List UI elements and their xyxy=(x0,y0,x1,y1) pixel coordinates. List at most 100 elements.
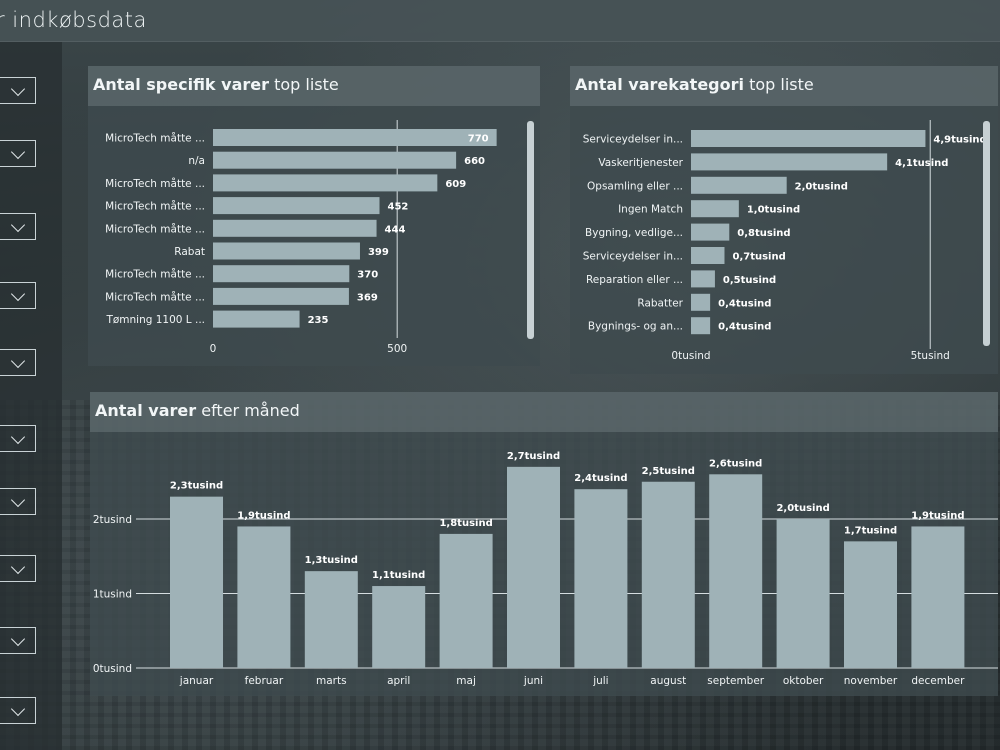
top-categories-scrollbar[interactable] xyxy=(983,121,990,346)
data-label: 660 xyxy=(464,156,485,167)
top-items-card-header: Antal specifik varer top liste xyxy=(88,66,540,106)
y-tick-label: 1tusind xyxy=(93,589,132,601)
x-tick-label: oktober xyxy=(783,675,824,687)
chevron-down-icon xyxy=(10,217,26,233)
chevron-down-icon xyxy=(10,144,26,160)
slicer-dropdown-9[interactable] xyxy=(0,627,36,654)
slicer-dropdown-6[interactable] xyxy=(0,425,36,452)
slicer-dropdown-4[interactable] xyxy=(0,282,36,309)
x-tick-label: november xyxy=(844,675,898,687)
bar xyxy=(507,466,560,668)
slicer-dropdown-2[interactable] xyxy=(0,140,36,167)
y-tick-label: 0tusind xyxy=(93,663,132,675)
category-label: Serviceydelser in... xyxy=(583,251,683,263)
data-label: 770 xyxy=(468,134,489,145)
data-label: 2,4tusind xyxy=(574,473,627,484)
slicer-dropdown-1[interactable] xyxy=(0,77,36,104)
x-tick-label: juni xyxy=(523,675,543,687)
bar xyxy=(691,176,787,194)
category-label: Rabatter xyxy=(637,297,683,309)
bar xyxy=(691,200,739,218)
bar xyxy=(844,541,897,668)
data-label: 1,9tusind xyxy=(237,510,290,521)
data-label: 0,5tusind xyxy=(723,275,776,286)
data-label: 1,1tusind xyxy=(372,570,425,581)
data-label: 452 xyxy=(387,202,408,213)
items-by-month-card: Antal varer efter måned 0tusind 1tusind 2t… xyxy=(90,392,998,696)
bar xyxy=(691,270,715,288)
chevron-down-icon xyxy=(10,701,26,717)
top-categories-card: Antal varekategori top liste 0tusind 5tus… xyxy=(570,66,998,374)
data-label: 370 xyxy=(357,270,378,281)
bar xyxy=(439,533,493,668)
bar xyxy=(776,519,830,668)
chevron-down-icon xyxy=(10,429,26,445)
category-label: MicroTech måtte ... xyxy=(105,290,205,303)
title-bold: Antal varekategori xyxy=(575,75,744,94)
data-label: 4,1tusind xyxy=(895,158,948,169)
slicer-dropdown-3[interactable] xyxy=(0,213,36,240)
category-label: MicroTech måtte ... xyxy=(105,222,205,235)
chevron-down-icon xyxy=(10,353,26,369)
bar xyxy=(574,489,628,668)
bar xyxy=(641,481,695,668)
category-label: Rabat xyxy=(174,246,205,258)
data-label: 235 xyxy=(308,315,329,326)
bar xyxy=(213,197,380,215)
slicer-dropdown-5[interactable] xyxy=(0,349,36,376)
title-bold: Antal varer xyxy=(95,401,197,420)
bar xyxy=(213,265,350,283)
x-tick-label: februar xyxy=(245,675,284,687)
items-by-month-card-header: Antal varer efter måned xyxy=(90,392,998,432)
slicer-dropdown-10[interactable] xyxy=(0,697,36,724)
category-label: Opsamling eller ... xyxy=(587,180,683,192)
bar xyxy=(709,474,763,668)
chevron-down-icon xyxy=(10,559,26,575)
data-label: 1,3tusind xyxy=(305,555,358,566)
items-by-month-column-chart: 0tusind 1tusind 2tusind 2,3tusind januar 1,9t… xyxy=(93,451,998,687)
slicer-dropdown-8[interactable] xyxy=(0,555,36,582)
title-rest: top liste xyxy=(744,75,814,94)
bar xyxy=(213,242,360,260)
bar xyxy=(691,130,926,147)
top-items-card: Antal specifik varer top liste 0 500 Micro… xyxy=(88,66,540,366)
bar xyxy=(213,174,438,192)
items-by-month-card-title: Antal varer efter måned xyxy=(95,401,300,420)
category-label: Ingen Match xyxy=(618,204,683,216)
x-tick-label: januar xyxy=(179,675,214,687)
data-label: 1,9tusind xyxy=(911,510,964,521)
data-label: 609 xyxy=(445,179,466,190)
data-label: 444 xyxy=(385,224,406,235)
data-label: 369 xyxy=(357,292,378,303)
slicer-dropdown-7[interactable] xyxy=(0,488,36,515)
x-tick-label: maj xyxy=(456,675,476,687)
report-title: r indkøbsdata xyxy=(0,8,147,32)
data-label: 0,4tusind xyxy=(718,298,771,309)
category-label: n/a xyxy=(188,155,205,167)
x-tick-label: august xyxy=(650,675,686,687)
data-label: 2,5tusind xyxy=(642,466,695,477)
category-label: MicroTech måtte ... xyxy=(105,132,205,145)
bar xyxy=(170,496,223,668)
category-label: Tømning 1100 L ... xyxy=(105,314,205,326)
bar xyxy=(691,317,711,335)
top-categories-bar-chart: 0tusind 5tusind Serviceydelser in... 4,9tus… xyxy=(583,120,987,362)
x-tick-label: 5tusind xyxy=(911,350,950,362)
title-rest: efter måned xyxy=(196,401,300,420)
top-items-bar-chart: 0 500 MicroTech måtte ... 770 n/a 660 MicroTec… xyxy=(105,120,497,355)
x-tick-label: juli xyxy=(592,675,608,687)
top-items-scrollbar[interactable] xyxy=(527,121,534,339)
chevron-down-icon xyxy=(10,631,26,647)
y-tick-label: 2tusind xyxy=(93,514,132,526)
bar xyxy=(691,223,730,241)
top-categories-card-header: Antal varekategori top liste xyxy=(570,66,998,106)
filter-pane xyxy=(0,42,62,750)
data-label: 0,7tusind xyxy=(732,252,785,263)
bar xyxy=(213,310,300,328)
bar xyxy=(372,586,426,668)
report-header: r indkøbsdata xyxy=(0,0,1000,42)
title-bold: Antal specifik varer xyxy=(93,75,269,94)
chevron-down-icon xyxy=(10,81,26,97)
category-label: Serviceydelser in... xyxy=(583,134,683,146)
bar xyxy=(691,153,888,171)
